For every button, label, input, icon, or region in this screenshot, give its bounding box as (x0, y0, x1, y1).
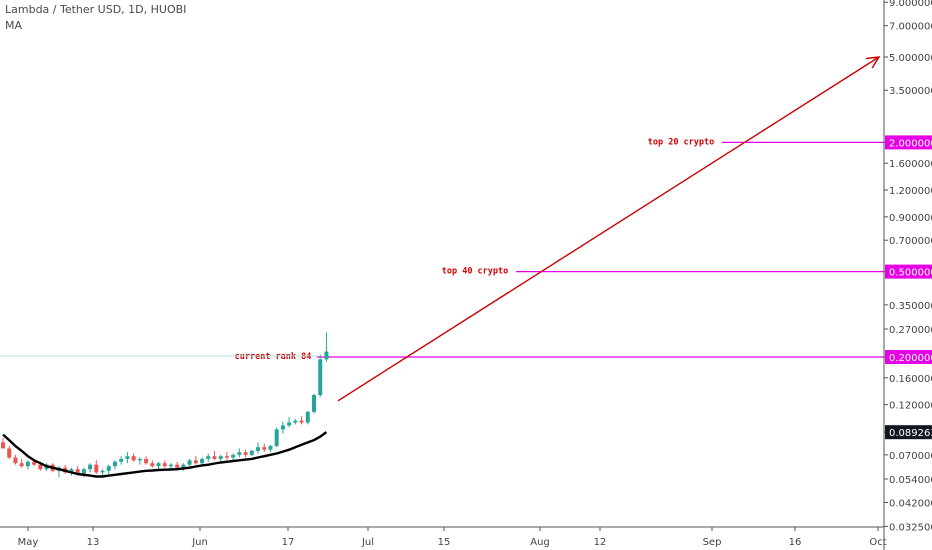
candle-body (112, 461, 117, 467)
candle-body (324, 351, 329, 360)
candle-body (181, 464, 186, 468)
candle-body (299, 420, 304, 423)
candle-body (231, 454, 236, 458)
level-label: top 40 crypto (442, 267, 509, 277)
chart-title: Lambda / Tether USD, 1D, HUOBI (5, 3, 187, 16)
time-tick-label: 15 (438, 537, 451, 548)
time-tick-label: Jul (361, 537, 374, 548)
time-tick-label: Oct (869, 537, 886, 548)
current-price-badge (885, 425, 932, 440)
level-price-badge (885, 350, 932, 364)
candle-body (218, 456, 223, 459)
price-tick-label: 0.900000 (889, 213, 932, 224)
candle-body (25, 461, 30, 467)
level-label: current rank 84 (235, 352, 312, 362)
candle-body (156, 463, 161, 467)
price-tick-label: 0.042000 (889, 498, 932, 509)
candle-body (318, 359, 323, 396)
candle-body (125, 456, 130, 459)
candle-body (256, 447, 261, 451)
candle-body (69, 469, 74, 473)
candle-body (1, 442, 5, 449)
time-tick-label: Jun (191, 537, 208, 548)
candle-body (237, 452, 242, 455)
time-axis: May 13 Jun 17 Jul 15 Aug 12 Sep 16 Oct (0, 526, 887, 548)
candle-body (312, 395, 316, 412)
candle-body (19, 463, 24, 467)
price-axis: 9.000000 7.000000 5.000000 3.500000 2.000000… (883, 0, 932, 550)
candle-body (7, 448, 12, 458)
time-tick-label: 13 (87, 537, 100, 548)
candle-body (94, 464, 99, 473)
candle-body (168, 464, 173, 467)
candle-body (293, 420, 298, 423)
target-arrow (337, 56, 881, 402)
candle-body (175, 464, 180, 468)
arrow-head (866, 56, 881, 69)
price-tick-label: 0.160000 (889, 374, 932, 385)
price-tick-label: 0.120000 (889, 401, 932, 412)
candle-body (187, 460, 192, 465)
candle-body (268, 445, 273, 450)
time-tick-label: Sep (703, 537, 722, 548)
candle-body (81, 469, 86, 474)
candle-body (262, 447, 267, 450)
price-tick-label: 7.000000 (889, 22, 932, 33)
indicator-label: MA (5, 19, 23, 32)
time-tick-label: 16 (789, 537, 802, 548)
level-price-label: 0.200000 (889, 353, 932, 364)
time-tick-label: May (18, 537, 39, 548)
price-tick-label: 0.032500 (889, 522, 932, 533)
candle-body (32, 461, 37, 465)
candle-body (193, 460, 198, 464)
price-tick-label: 3.500000 (889, 86, 932, 97)
candle-body (131, 456, 136, 461)
current-price-label: 0.089263 (889, 428, 932, 439)
moving-average (2, 431, 328, 478)
time-tick-label: Aug (530, 537, 550, 548)
level-label: top 20 crypto (648, 137, 715, 147)
price-tick-label: 0.270000 (889, 325, 932, 336)
ma-line (2, 431, 328, 478)
price-tick-label: 1.600000 (889, 159, 932, 170)
level-price-label: 0.500000 (889, 268, 932, 279)
candle-body (75, 469, 80, 474)
price-tick-label: 0.700000 (889, 236, 932, 247)
level-price-label: 2.000000 (889, 138, 932, 149)
level-lines: top 20 crypto top 40 crypto current rank 8… (0, 137, 884, 362)
candle-body (100, 470, 105, 473)
price-tick-label: 9.000000 (889, 0, 932, 9)
candle-body (243, 452, 248, 455)
candle-body (274, 429, 279, 446)
candle-body (13, 457, 18, 464)
price-tick-label: 5.000000 (889, 53, 932, 64)
candle-body (88, 464, 93, 470)
price-tick-label: 0.054000 (889, 475, 932, 486)
candle-body (280, 425, 285, 430)
candle-body (224, 456, 229, 458)
candle-body (206, 456, 211, 459)
candle-body (249, 450, 254, 455)
candle-body (137, 458, 142, 461)
candle-body (305, 411, 310, 423)
candle-body (287, 422, 292, 426)
candle-body (144, 458, 149, 464)
level-price-badge (885, 264, 932, 279)
price-tick-label: 1.200000 (889, 186, 932, 197)
time-tick-label: 12 (594, 537, 607, 548)
candle-body (38, 464, 43, 470)
price-tick-label: 0.070000 (889, 451, 932, 462)
candle-body (119, 458, 124, 462)
candle-body (212, 456, 217, 459)
level-price-badge (885, 135, 932, 150)
candle-body (162, 463, 167, 467)
price-tick-label: 0.350000 (889, 301, 932, 312)
candle-body (106, 466, 111, 471)
candle-body (150, 463, 155, 467)
time-tick-label: 17 (282, 537, 295, 548)
candle-body (200, 458, 205, 464)
arrow-line (337, 56, 880, 402)
